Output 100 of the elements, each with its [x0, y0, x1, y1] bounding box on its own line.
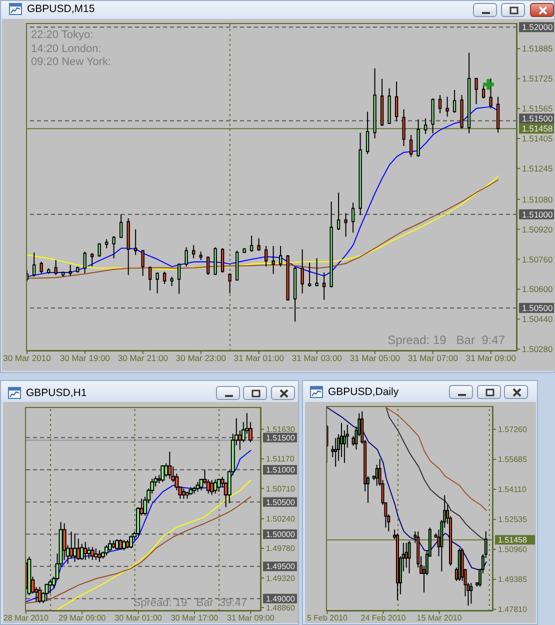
candlestick: [336, 192, 340, 231]
y-tick-label: 1.50960: [498, 545, 528, 554]
candlestick: [170, 276, 174, 287]
candlestick: [344, 212, 348, 238]
x-tick-label: 31 Mar 07:00: [408, 353, 458, 364]
candlestick: [308, 262, 312, 288]
candlestick: [404, 542, 408, 568]
y-tick-label: 1.48860: [266, 603, 296, 612]
y-tick-label: 1.51170: [266, 454, 295, 464]
candlestick: [438, 94, 442, 114]
x-tick-label: 31 Mar 09:00: [466, 353, 516, 364]
candlestick: [122, 539, 126, 551]
candlestick: [90, 546, 94, 560]
annotation: Spread: 19 Bar 9:47: [388, 333, 505, 348]
candlestick: [168, 451, 172, 480]
candlestick: [156, 272, 159, 294]
candlestick: [452, 90, 456, 114]
y-tick-label: 1.51405: [522, 134, 553, 144]
line-series: [326, 407, 487, 570]
x-tick-label: 30 Mar 19:00: [60, 353, 110, 364]
y-tick-label: 1.49780: [266, 544, 296, 554]
annotation: 14:20 London:: [31, 42, 102, 56]
candlestick: [228, 272, 232, 294]
candlestick: [119, 214, 123, 238]
candlestick: [409, 134, 413, 158]
y-tick-label: 1.51080: [522, 194, 553, 204]
candlestick: [68, 264, 72, 276]
candlestick: [331, 445, 334, 458]
candlestick: [94, 548, 98, 560]
x-tick-label: 5 Feb 2010: [306, 614, 348, 623]
candlestick: [97, 550, 102, 562]
candlestick: [216, 478, 221, 492]
x-tick-label: 30 Mar 2010: [3, 353, 52, 364]
annotation: Spread: 19 Bar 39:47: [133, 597, 247, 610]
chart-title: GBPUSD,M15: [27, 2, 95, 16]
ref-line-label: 1.51458: [522, 124, 553, 134]
candlestick: [424, 118, 428, 135]
y-tick-label: 1.49320: [266, 574, 296, 583]
candlestick: [118, 538, 122, 550]
x-tick-label: 15 Mar 2010: [416, 614, 462, 623]
y-tick-label: 1.54110: [498, 485, 527, 494]
x-tick-label: 28 Mar 2010: [3, 614, 49, 623]
candlestick: [184, 246, 188, 268]
y-tick-label: 1.51885: [522, 44, 553, 54]
candlestick: [322, 272, 326, 300]
x-tick-label: 31 Mar 09:00: [227, 614, 275, 623]
y-tick-label: 1.47810: [498, 605, 528, 614]
ref-line-label: 1.50500: [522, 302, 553, 313]
y-tick-label: 1.52535: [498, 515, 528, 524]
candlestick: [62, 522, 66, 560]
ref-line-label: 1.51000: [522, 209, 553, 220]
y-tick-label: 1.51725: [522, 74, 553, 84]
y-tick-label: 1.51245: [522, 163, 553, 174]
candlestick: [257, 238, 260, 252]
candlestick: [196, 482, 200, 492]
candlestick: [177, 262, 181, 294]
line-series: [57, 480, 252, 610]
annotation: 09:20 New York:: [31, 56, 112, 69]
candlestick: [220, 248, 224, 274]
candlestick: [489, 78, 492, 109]
candlestick: [250, 235, 254, 252]
candlestick: [162, 271, 166, 284]
candlestick: [108, 539, 112, 552]
candlestick: [394, 81, 398, 122]
x-tick-label: 29 Mar 09:00: [58, 614, 106, 623]
candlestick: [112, 236, 116, 259]
candlestick: [482, 84, 486, 99]
candlestick: [213, 478, 218, 494]
candlestick: [192, 244, 196, 259]
candlestick: [446, 96, 449, 118]
candlestick: [141, 249, 144, 276]
candlestick: [114, 538, 119, 551]
candlestick: [366, 111, 370, 155]
candlestick: [129, 534, 134, 549]
x-tick-label: 31 Mar 03:00: [292, 353, 342, 364]
x-tick-label: 31 Mar 05:00: [350, 353, 400, 364]
candlestick: [38, 586, 42, 604]
ref-line-label: 1.50000: [266, 530, 296, 539]
candlestick: [334, 438, 338, 468]
y-tick-label: 1.49385: [498, 575, 528, 584]
y-tick-label: 1.50280: [522, 344, 553, 354]
y-tick-label: 1.50760: [522, 254, 553, 264]
x-tick-label: 30 Mar 21:00: [118, 353, 168, 364]
y-tick-label: 1.55685: [498, 455, 528, 464]
y-tick-label: 1.51630: [266, 425, 296, 434]
y-tick-label: 1.50440: [522, 314, 553, 324]
y-tick-label: 1.50600: [522, 284, 553, 294]
candlestick: [351, 202, 355, 234]
candlestick: [160, 464, 165, 483]
y-tick-label: 1.57260: [498, 425, 528, 434]
annotation: 22:20 Tokyo:: [31, 29, 94, 42]
candlestick: [134, 228, 138, 256]
candlestick: [340, 422, 343, 458]
x-tick-label: 30 Mar 23:00: [176, 353, 226, 364]
candlestick: [474, 78, 478, 105]
candlestick: [264, 245, 268, 268]
candlestick: [300, 248, 304, 294]
candlestick: [83, 251, 86, 274]
candlestick: [315, 258, 318, 287]
candlestick: [83, 541, 88, 560]
